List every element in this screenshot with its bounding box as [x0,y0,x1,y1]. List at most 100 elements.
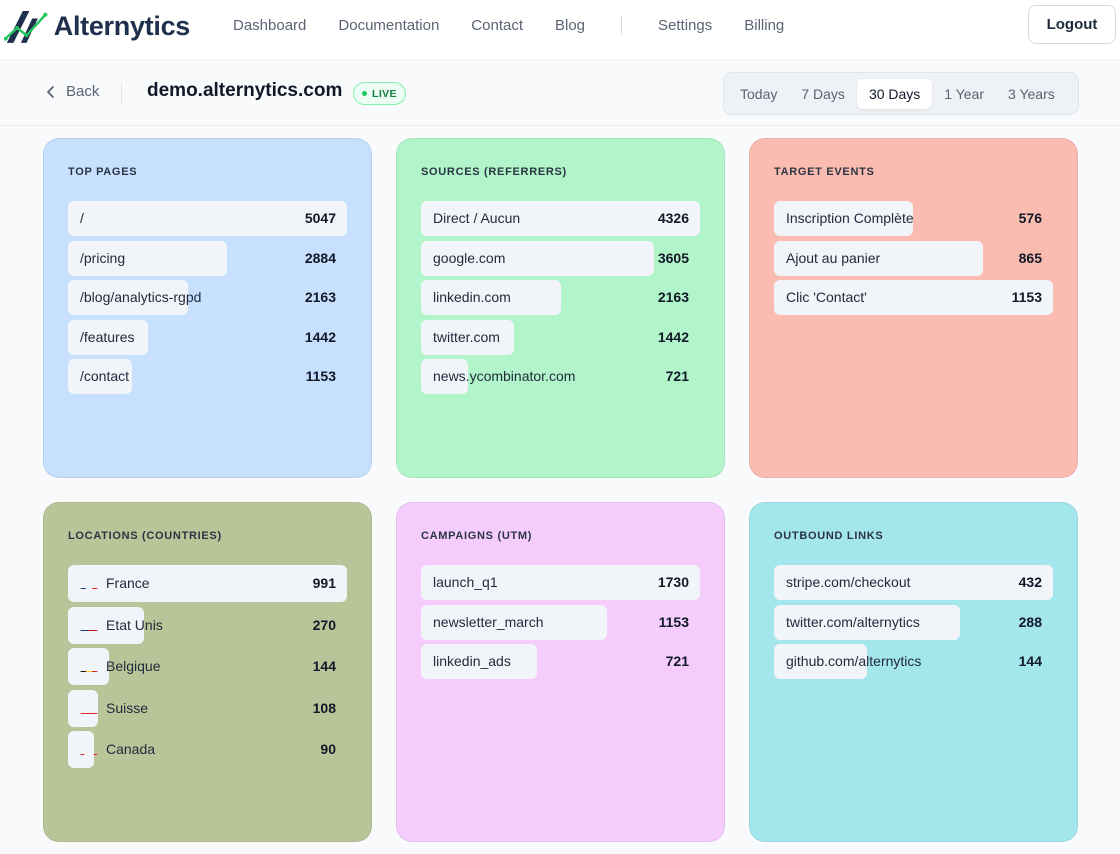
list-item[interactable]: Clic 'Contact' 1153 [774,280,1054,315]
list-item[interactable]: github.com/alternytics 144 [774,644,1054,679]
item-label-text: /contact [80,368,130,384]
list-item[interactable]: Direct / Aucun 4326 [421,201,701,236]
list-item[interactable]: Suisse 108 [68,689,348,727]
list-item[interactable]: newsletter_march 1153 [421,604,701,640]
live-badge: LIVE [353,82,406,105]
item-label: /pricing [80,241,125,276]
brand-logo[interactable]: Alternytics [4,3,190,49]
list-item[interactable]: linkedin.com 2163 [421,280,701,315]
item-label-text: Canada [106,741,156,757]
nav-link-documentation[interactable]: Documentation [338,16,440,34]
chevron-left-icon [47,85,54,98]
item-label: Clic 'Contact' [786,280,867,315]
range-3-years[interactable]: 3 Years [1008,85,1055,102]
item-label: / [80,201,84,236]
item-label-text: linkedin.com [433,289,511,305]
value-bar [68,240,228,276]
list-item[interactable]: google.com 3605 [421,240,701,276]
item-count: 576 [1018,210,1042,226]
value-bar [68,201,347,236]
range-1-year[interactable]: 1 Year [944,85,985,102]
value-bar [421,240,654,276]
card-title: SOURCES (REFERRERS) [421,166,567,178]
value-bar [774,201,914,236]
value-bar [68,565,347,602]
item-count: 1730 [657,574,689,590]
value-bar [68,648,109,685]
card-title: OUTBOUND LINKS [774,530,884,542]
item-label: Etat Unis [80,607,163,644]
item-label: linkedin_ads [433,644,511,679]
card-title: TOP PAGES [68,166,138,178]
list-item[interactable]: Canada 90 [68,731,348,768]
outbound-links-list: stripe.com/checkout 432 twitter.com/altern… [774,565,1054,684]
back-button[interactable]: Back [44,83,99,100]
value-bar [421,359,468,394]
range-today[interactable]: Today [740,85,778,102]
logout-button[interactable]: Logout [1028,5,1116,44]
value-bar [421,201,700,236]
nav-divider [621,16,623,34]
list-item[interactable]: Ajout au panier 865 [774,240,1054,276]
campaigns-card: CAMPAIGNS (UTM) launch_q1 1730 newsletter_… [396,502,725,842]
item-label: Direct / Aucun [433,201,520,236]
item-label-text: launch_q1 [433,574,498,590]
value-bar [421,565,700,600]
item-count: 1442 [657,328,689,345]
item-count: 2884 [304,249,336,266]
value-bar [774,240,984,276]
item-label: Inscription Complète [786,201,914,236]
list-item[interactable]: /pricing 2884 [68,240,348,276]
range-30-days[interactable]: 30 Days [856,78,933,109]
item-label: /features [80,320,134,355]
value-bar [68,280,188,315]
nav-link-contact[interactable]: Contact [471,16,523,34]
target-events-card: TARGET EVENTS Inscription Complète 576 Ajo… [749,138,1078,478]
list-item[interactable]: twitter.com 1442 [421,319,701,355]
top-navbar: Alternytics Dashboard Documentation Cont… [0,0,1120,60]
card-title: CAMPAIGNS (UTM) [421,530,533,542]
list-item[interactable]: twitter.com/alternytics 288 [774,604,1054,640]
list-item[interactable]: launch_q1 1730 [421,565,701,600]
list-item[interactable]: / 5047 [68,201,348,236]
item-label-text: / [80,210,84,226]
item-label-text: France [106,575,150,591]
nav-link-dashboard[interactable]: Dashboard [233,16,307,34]
nav-link-billing[interactable]: Billing [744,16,785,34]
item-label-text: /blog/analytics-rgpd [80,289,202,305]
value-bar [421,604,607,640]
item-label: /contact [80,359,129,394]
item-count: 1153 [1011,289,1042,305]
range-7-days[interactable]: 7 Days [801,85,845,102]
list-item[interactable]: Inscription Complète 576 [774,201,1054,236]
item-label-text: /pricing [80,249,126,266]
item-count: 5047 [304,210,336,226]
list-item[interactable]: Belgique 144 [68,648,348,685]
value-bar [774,604,960,640]
usa-flag-icon [80,619,98,631]
list-item[interactable]: Etat Unis 270 [68,606,348,644]
list-item[interactable]: /contact 1153 [68,359,348,394]
list-item[interactable]: linkedin_ads 721 [421,644,701,679]
brand-name: Alternytics [53,10,191,41]
item-count: 90 [320,741,336,757]
item-label: stripe.com/checkout [786,565,911,600]
list-item[interactable]: stripe.com/checkout 432 [774,565,1054,600]
nav-link-blog[interactable]: Blog [555,16,586,34]
switzerland-flag-icon [80,702,98,714]
sources-list: Direct / Aucun 4326 google.com 3605 linkedin… [421,201,701,399]
list-item[interactable]: France 991 [68,565,348,602]
item-count: 865 [1018,249,1042,266]
list-item[interactable]: /features 1442 [68,319,348,355]
item-label-text: Direct / Aucun [433,210,521,226]
top-pages-list: / 5047/pricing 2884/blog/analytics-rgpd 216… [68,201,348,399]
value-bar [68,689,99,727]
item-count: 108 [312,699,336,716]
nav-link-settings[interactable]: Settings [658,16,713,34]
list-item[interactable]: news.ycombinator.com 721 [421,359,701,394]
value-bar [774,565,1053,600]
item-count: 432 [1018,574,1042,590]
outbound-links-card: OUTBOUND LINKS stripe.com/checkout 432 twi… [749,502,1078,842]
item-label: /blog/analytics-rgpd [80,280,201,315]
list-item[interactable]: /blog/analytics-rgpd 2163 [68,280,348,315]
